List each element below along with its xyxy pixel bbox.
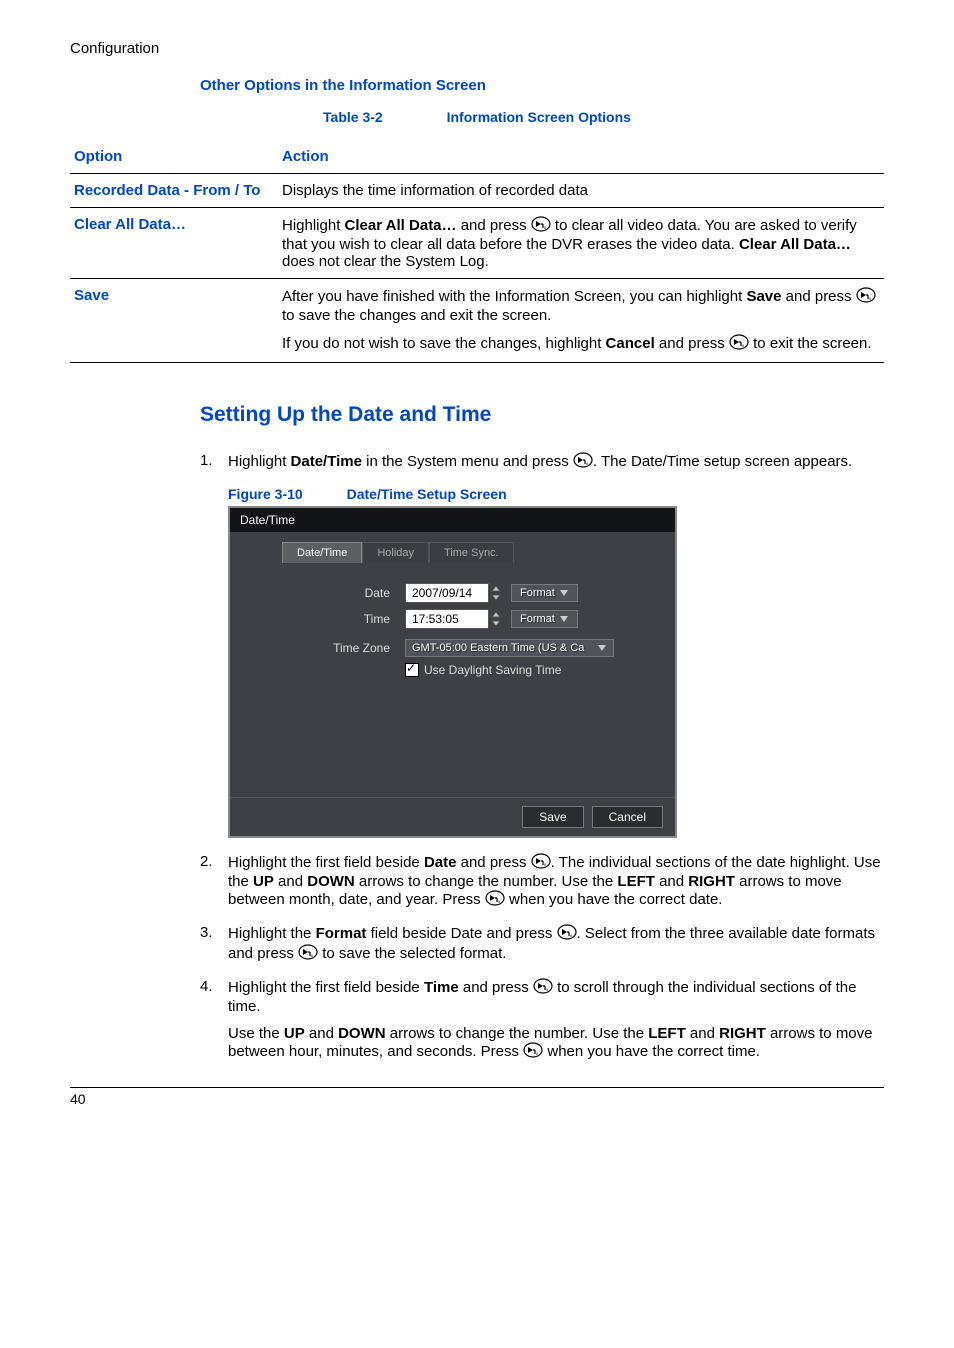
tab-datetime[interactable]: Date/Time	[282, 542, 362, 563]
figure-title: Date/Time Setup Screen	[347, 486, 507, 502]
field-time[interactable]: 17:53:05	[405, 609, 489, 629]
svg-text:II: II	[536, 1051, 538, 1056]
section-heading-other-options: Other Options in the Information Screen	[200, 77, 884, 94]
table-caption: Table 3-2 Information Screen Options	[70, 109, 884, 125]
step-2: 2. Highlight the first field beside Date…	[200, 853, 884, 910]
col-action: Action	[278, 140, 884, 174]
svg-text:II: II	[742, 343, 744, 348]
tab-timesync[interactable]: Time Sync.	[429, 542, 514, 563]
page-header: Configuration	[70, 40, 884, 57]
option-cell: Clear All Data…	[70, 208, 278, 279]
label-date: Date	[250, 586, 405, 600]
dst-label: Use Daylight Saving Time	[424, 663, 561, 677]
field-date[interactable]: 2007/09/14	[405, 583, 489, 603]
date-format-button[interactable]: Format	[511, 584, 578, 602]
svg-text:II: II	[586, 461, 588, 466]
svg-text:II: II	[544, 225, 546, 230]
enter-icon: II	[531, 216, 551, 236]
svg-text:II: II	[311, 953, 313, 958]
enter-icon: II	[573, 452, 593, 472]
label-timezone: Time Zone	[250, 641, 405, 655]
action-cell: Displays the time information of recorde…	[278, 174, 884, 208]
dialog-cancel-button[interactable]: Cancel	[592, 806, 663, 828]
option-cell: Recorded Data - From / To	[70, 174, 278, 208]
step-1-text: Highlight Date/Time in the System menu a…	[228, 452, 884, 472]
svg-text:II: II	[546, 987, 548, 992]
svg-text:II: II	[544, 862, 546, 867]
dialog-title: Date/Time	[230, 508, 675, 532]
datetime-dialog: Date/Time Date/Time Holiday Time Sync. D…	[228, 506, 677, 838]
enter-icon: II	[856, 287, 876, 307]
dialog-tabs: Date/Time Holiday Time Sync.	[230, 532, 675, 563]
action-cell: After you have finished with the Informa…	[278, 279, 884, 363]
step-4: 4. Highlight the first field beside Time…	[200, 978, 884, 1062]
figure-caption: Figure 3-10 Date/Time Setup Screen	[228, 486, 884, 502]
tab-holiday[interactable]: Holiday	[362, 542, 429, 563]
step-4-num: 4.	[200, 978, 228, 1062]
enter-icon: II	[298, 944, 318, 964]
enter-icon: II	[523, 1042, 543, 1062]
svg-text:II: II	[570, 933, 572, 938]
table-row: Clear All Data…Highlight Clear All Data……	[70, 208, 884, 279]
field-timezone[interactable]: GMT-05:00 Eastern Time (US & Ca	[405, 639, 614, 657]
step-3: 3. Highlight the Format field beside Dat…	[200, 924, 884, 964]
enter-icon: II	[729, 334, 749, 354]
step-3-text: Highlight the Format field beside Date a…	[228, 924, 884, 964]
option-cell: Save	[70, 279, 278, 363]
step-1: 1. Highlight Date/Time in the System men…	[200, 452, 884, 472]
enter-icon: II	[533, 978, 553, 998]
label-time: Time	[250, 612, 405, 626]
dialog-save-button[interactable]: Save	[522, 806, 583, 828]
table-label: Table 3-2	[323, 109, 383, 125]
svg-text:II: II	[498, 899, 500, 904]
section-heading-date-time: Setting Up the Date and Time	[200, 403, 884, 427]
step-3-num: 3.	[200, 924, 228, 964]
table-row: SaveAfter you have finished with the Inf…	[70, 279, 884, 363]
table-row: Recorded Data - From / ToDisplays the ti…	[70, 174, 884, 208]
action-cell: Highlight Clear All Data… and press II t…	[278, 208, 884, 279]
table-title: Information Screen Options	[447, 109, 631, 125]
enter-icon: II	[485, 890, 505, 910]
col-option: Option	[70, 140, 278, 174]
dst-checkbox[interactable]	[405, 663, 419, 677]
enter-icon: II	[557, 924, 577, 944]
enter-icon: II	[531, 853, 551, 873]
step-2-text: Highlight the first field beside Date an…	[228, 853, 884, 910]
time-format-button[interactable]: Format	[511, 610, 578, 628]
page-number: 40	[70, 1091, 86, 1107]
info-options-table: Option Action Recorded Data - From / ToD…	[70, 140, 884, 363]
step-1-num: 1.	[200, 452, 228, 472]
dst-checkbox-row[interactable]: Use Daylight Saving Time	[405, 663, 655, 677]
figure-label: Figure 3-10	[228, 486, 303, 502]
date-spinner[interactable]	[489, 584, 503, 602]
page-footer: 40	[70, 1087, 884, 1107]
step-4-text: Highlight the first field beside Time an…	[228, 978, 884, 1062]
step-2-num: 2.	[200, 853, 228, 910]
time-spinner[interactable]	[489, 610, 503, 628]
svg-text:II: II	[869, 296, 871, 301]
